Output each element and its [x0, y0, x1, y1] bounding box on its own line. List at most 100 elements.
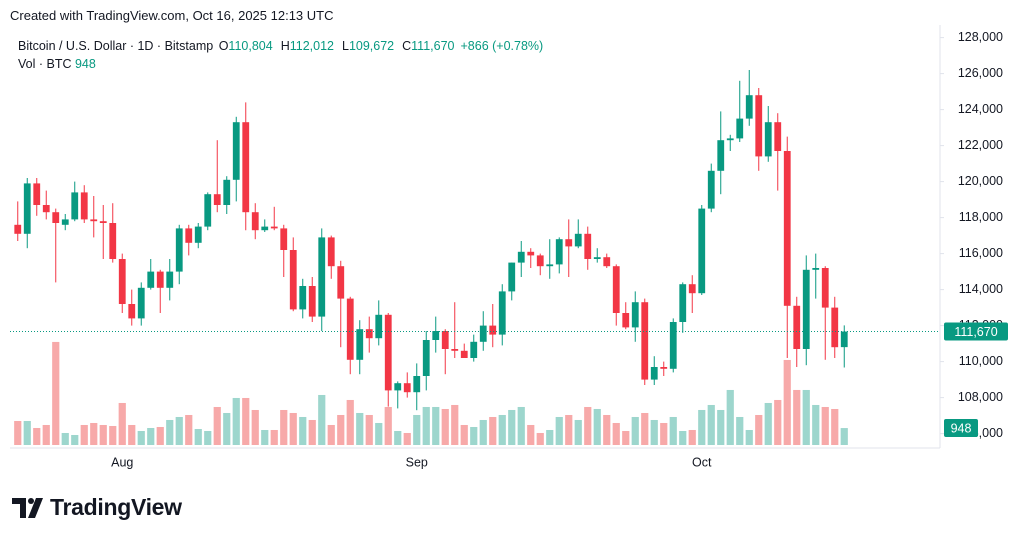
volume-bar	[71, 434, 79, 445]
volume-bar	[460, 424, 468, 445]
candle-body	[356, 329, 364, 360]
candle-body	[270, 226, 278, 229]
volume-bar	[384, 406, 392, 445]
candle-body	[280, 228, 288, 250]
candle-body	[527, 251, 535, 256]
volume-bar	[327, 424, 335, 445]
candle-body	[346, 298, 354, 360]
candle-body	[717, 140, 725, 171]
volume-bar	[223, 412, 231, 445]
volume-bar	[688, 429, 696, 445]
volume-bar	[603, 414, 611, 445]
candle-body	[726, 138, 734, 141]
volume-bar	[270, 429, 278, 445]
volume-bar	[213, 406, 221, 445]
volume-bar	[812, 404, 820, 445]
candle-body	[688, 284, 696, 294]
volume-bar	[755, 414, 763, 445]
candle-body	[631, 302, 639, 328]
candle-body	[555, 239, 563, 265]
volume-bar	[546, 429, 554, 445]
last-price-label: 111,670	[954, 325, 997, 339]
volume-bar	[593, 408, 601, 445]
candle-body	[679, 284, 687, 322]
candle-body	[213, 194, 221, 205]
legend-key: H	[280, 39, 290, 53]
volume-bar	[793, 389, 801, 445]
volume-bar	[622, 430, 630, 445]
volume-bar	[261, 429, 269, 445]
volume-bar	[527, 424, 535, 445]
volume-bar	[289, 412, 297, 445]
volume-bar	[707, 404, 715, 445]
volume-bar	[375, 422, 383, 445]
candle-body	[14, 224, 22, 234]
volume-bar	[99, 424, 107, 445]
candle-body	[147, 271, 155, 288]
candle-body	[793, 305, 801, 349]
candle-body	[166, 271, 174, 288]
volume-bar	[147, 427, 155, 445]
volume-bar	[736, 416, 744, 445]
candle-body	[403, 383, 411, 393]
candle-body	[299, 286, 307, 310]
volume-bar	[166, 419, 174, 445]
candle-body	[821, 268, 829, 308]
volume-bar	[33, 427, 41, 445]
last-price-box	[944, 322, 1008, 341]
legend-row: Vol · BTC 948	[18, 55, 549, 73]
volume-bar	[631, 416, 639, 445]
candle-body	[508, 262, 516, 292]
volume-bar	[137, 430, 145, 445]
legend-value: 111,670	[411, 39, 455, 53]
volume-bar	[204, 430, 212, 445]
volume-pane	[14, 341, 848, 445]
volume-bar	[346, 399, 354, 445]
candle-body	[194, 226, 202, 243]
volume-bar	[80, 424, 88, 445]
candle-body	[232, 122, 240, 180]
volume-axis-label: 948	[951, 421, 972, 435]
candles	[14, 70, 848, 411]
candle-body	[137, 287, 145, 319]
candle-body	[831, 307, 839, 348]
volume-bar	[299, 416, 307, 445]
volume-bar	[489, 416, 497, 445]
volume-bar	[23, 420, 31, 445]
created-note: Created with TradingView.com, Oct 16, 20…	[10, 8, 334, 23]
volume-bar	[394, 430, 402, 445]
volume-bar	[802, 389, 810, 445]
y-tick-label: 116,000	[959, 246, 1003, 260]
volume-bar	[413, 414, 421, 445]
candle-body	[536, 255, 544, 267]
volume-bar	[726, 389, 734, 445]
volume-bar	[764, 402, 772, 445]
candle-body	[90, 219, 98, 222]
candle-body	[33, 183, 41, 205]
y-tick-label: 118,000	[959, 210, 1003, 224]
volume-bar	[698, 409, 706, 445]
volume-bar	[840, 428, 848, 445]
volume-bar	[745, 429, 753, 445]
y-tick-label: 122,000	[958, 138, 1003, 152]
candle-body	[470, 341, 478, 358]
candle-body	[660, 367, 668, 369]
candle-body	[394, 383, 402, 391]
volume-bar	[717, 409, 725, 445]
candle-body	[23, 183, 31, 234]
candle-body	[783, 151, 791, 306]
volume-bar	[783, 359, 791, 445]
volume-bar	[280, 409, 288, 445]
candle-body	[118, 259, 126, 304]
candle-body	[479, 325, 487, 342]
volume-bar	[679, 430, 687, 445]
candle-body	[308, 286, 316, 317]
candle-body	[61, 219, 69, 225]
candle-body	[80, 192, 88, 220]
y-tick-label: 120,000	[958, 174, 1003, 188]
candle-body	[517, 251, 525, 263]
candle-body	[432, 331, 440, 340]
candle-body	[251, 212, 259, 231]
candle-body	[802, 269, 810, 349]
